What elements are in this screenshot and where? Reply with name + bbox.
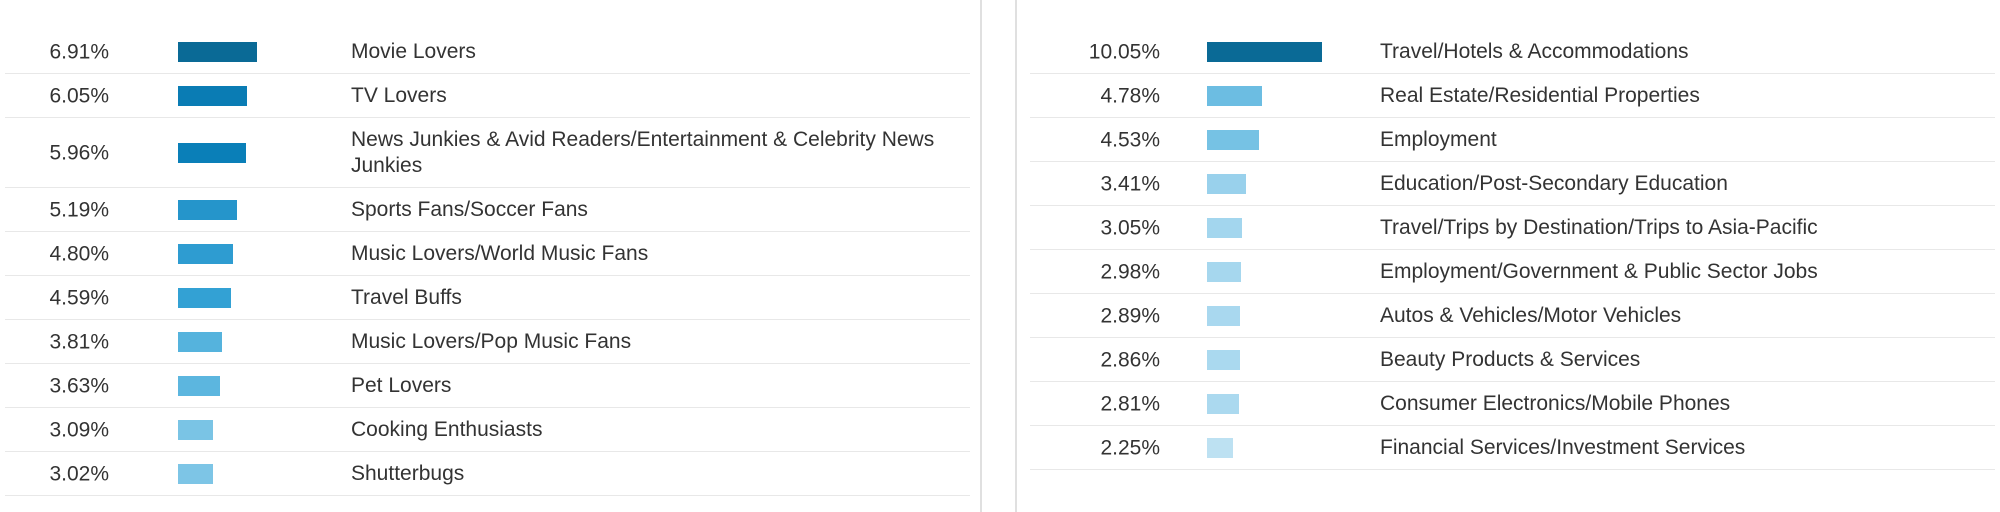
category-label: Movie Lovers [351, 39, 476, 63]
category-label: Real Estate/Residential Properties [1380, 83, 1700, 107]
percent-value: 6.91% [49, 40, 109, 63]
percent-value: 4.78% [1100, 84, 1160, 107]
percent-value: 3.09% [49, 418, 109, 441]
table-row: 6.05% TV Lovers [5, 74, 970, 118]
table-row: 3.05% Travel/Trips by Destination/Trips t… [1030, 206, 1995, 250]
table-row: 4.59% Travel Buffs [5, 276, 970, 320]
category-label: Beauty Products & Services [1380, 347, 1641, 371]
table-row: 2.89% Autos & Vehicles/Motor Vehicles [1030, 294, 1995, 338]
category-label: Travel/Trips by Destination/Trips to Asi… [1380, 215, 1818, 239]
bar-mark [1207, 41, 1322, 62]
table-row: 2.25% Financial Services/Investment Servi… [1030, 426, 1995, 470]
percent-value: 6.05% [49, 84, 109, 107]
category-label: Shutterbugs [351, 461, 465, 485]
category-label: Autos & Vehicles/Motor Vehicles [1380, 303, 1682, 327]
bar-mark [178, 287, 231, 308]
category-label: Cooking Enthusiasts [351, 417, 543, 441]
percent-value: 2.98% [1100, 260, 1160, 283]
bar-mark [178, 142, 246, 163]
percent-value: 4.80% [49, 242, 109, 265]
left-bar-chart: 6.91% Movie Lovers 6.05% TV Lovers 5.96% News… [5, 30, 970, 496]
table-row: 10.05% Travel/Hotels & Accommodations [1030, 30, 1995, 74]
percent-value: 2.89% [1100, 304, 1160, 327]
bar-mark [1207, 217, 1242, 238]
category-label: Music Lovers/World Music Fans [351, 241, 649, 265]
table-row: 4.53% Employment [1030, 118, 1995, 162]
category-label: TV Lovers [351, 83, 447, 107]
category-label: News Junkies & Avid Readers/Entertainmen… [351, 127, 935, 177]
category-label: Travel/Hotels & Accommodations [1380, 39, 1689, 63]
bar-mark [1207, 437, 1233, 458]
table-row: 2.86% Beauty Products & Services [1030, 338, 1995, 382]
bar-mark [178, 85, 247, 106]
category-label: Employment/Government & Public Sector Jo… [1380, 259, 1818, 283]
table-row: 3.41% Education/Post-Secondary Education [1030, 162, 1995, 206]
bar-mark [178, 375, 220, 396]
bar-mark [178, 199, 237, 220]
percent-value: 2.86% [1100, 348, 1160, 371]
percent-value: 2.81% [1100, 392, 1160, 415]
bar-mark [1207, 261, 1241, 282]
table-row: 4.80% Music Lovers/World Music Fans [5, 232, 970, 276]
category-label: Employment [1380, 127, 1497, 151]
category-label: Travel Buffs [351, 285, 462, 309]
table-row: 3.02% Shutterbugs [5, 452, 970, 496]
category-label: Education/Post-Secondary Education [1380, 171, 1728, 195]
bar-mark [178, 463, 213, 484]
percent-value: 3.05% [1100, 216, 1160, 239]
panel-divider [980, 0, 982, 512]
bar-mark [178, 331, 222, 352]
bar-mark [1207, 173, 1246, 194]
bar-mark [178, 243, 233, 264]
bar-mark [178, 419, 213, 440]
table-row: 5.96% News Junkies & Avid Readers/Enterta… [5, 118, 970, 188]
table-row: 4.78% Real Estate/Residential Properties [1030, 74, 1995, 118]
percent-value: 3.41% [1100, 172, 1160, 195]
percent-value: 10.05% [1088, 40, 1160, 63]
table-row: 5.19% Sports Fans/Soccer Fans [5, 188, 970, 232]
right-chart-panel: 10.05% Travel/Hotels & Accommodations 4.78… [1025, 0, 2000, 512]
category-label: Consumer Electronics/Mobile Phones [1380, 391, 1731, 415]
percent-value: 5.96% [49, 141, 109, 164]
table-row: 2.98% Employment/Government & Public Sect… [1030, 250, 1995, 294]
table-row: 3.63% Pet Lovers [5, 364, 970, 408]
category-label: Financial Services/Investment Services [1380, 435, 1746, 459]
bar-mark [1207, 305, 1240, 326]
percent-value: 4.53% [1100, 128, 1160, 151]
percent-value: 3.02% [49, 462, 109, 485]
percent-value: 3.81% [49, 330, 109, 353]
bar-mark [1207, 85, 1262, 106]
bar-mark [1207, 349, 1240, 370]
bar-mark [178, 41, 257, 62]
category-label: Pet Lovers [351, 373, 452, 397]
bar-mark [1207, 393, 1239, 414]
table-row: 2.81% Consumer Electronics/Mobile Phones [1030, 382, 1995, 426]
percent-value: 4.59% [49, 286, 109, 309]
percent-value: 3.63% [49, 374, 109, 397]
table-row: 6.91% Movie Lovers [5, 30, 970, 74]
right-bar-chart: 10.05% Travel/Hotels & Accommodations 4.78… [1030, 30, 1995, 470]
left-chart-panel: 6.91% Movie Lovers 6.05% TV Lovers 5.96% News… [0, 0, 980, 512]
panel-divider-right [1015, 0, 1017, 512]
table-row: 3.09% Cooking Enthusiasts [5, 408, 970, 452]
percent-value: 5.19% [49, 198, 109, 221]
table-row: 3.81% Music Lovers/Pop Music Fans [5, 320, 970, 364]
category-label: Sports Fans/Soccer Fans [351, 197, 588, 221]
category-label: Music Lovers/Pop Music Fans [351, 329, 632, 353]
bar-mark [1207, 129, 1259, 150]
percent-value: 2.25% [1100, 436, 1160, 459]
